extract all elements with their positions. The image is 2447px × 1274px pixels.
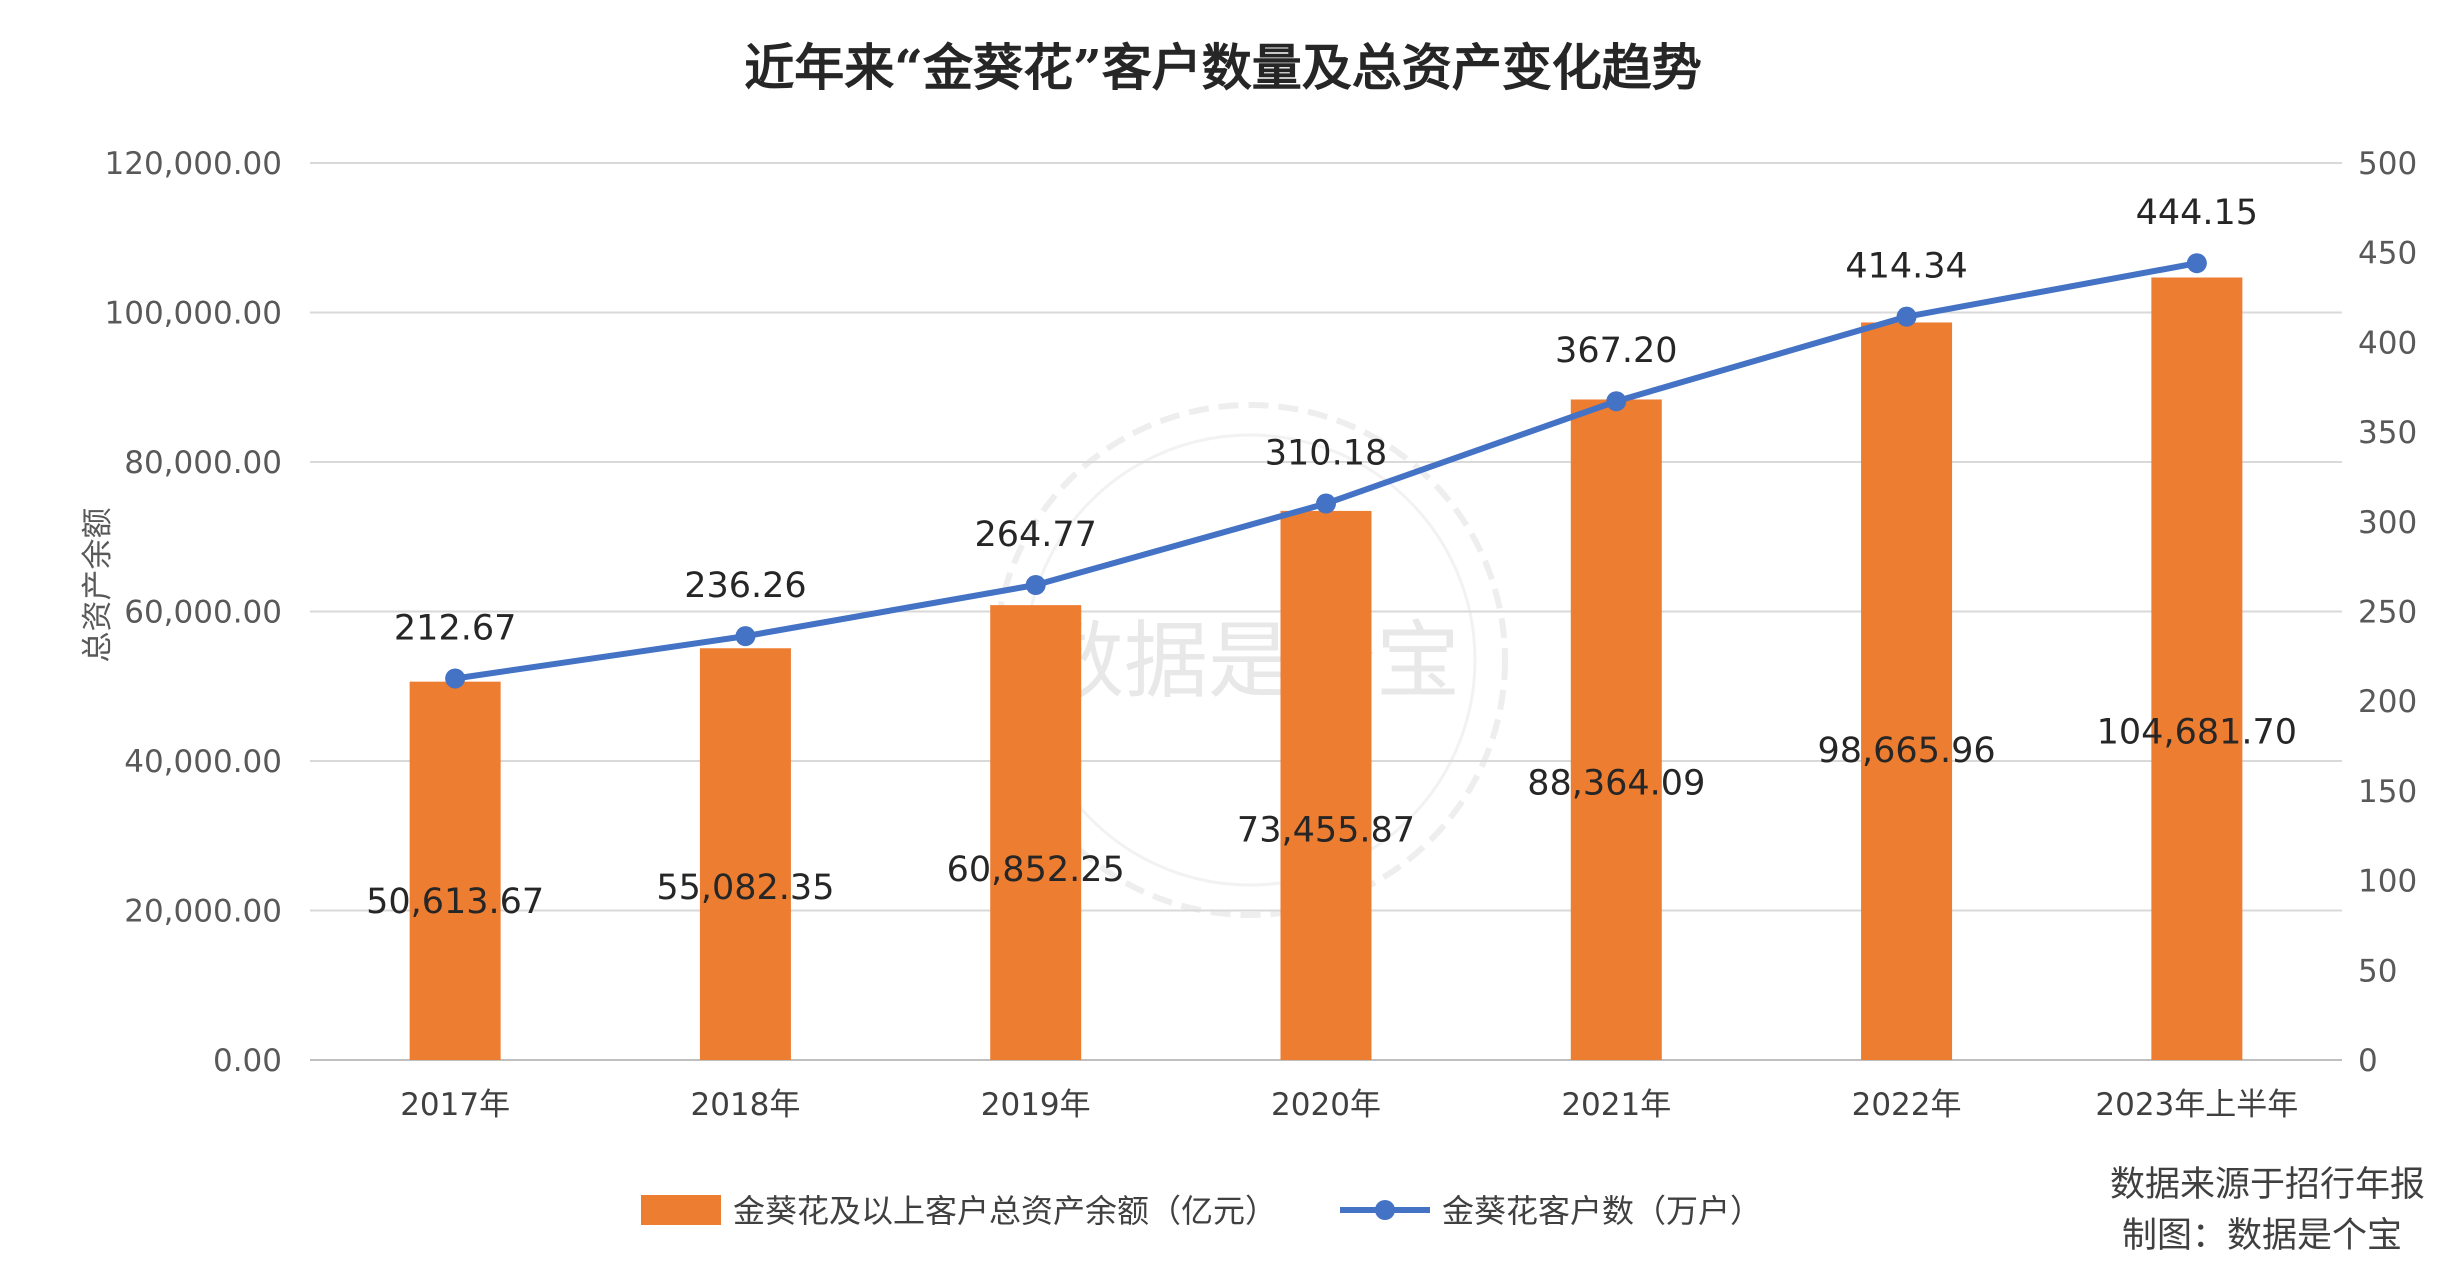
x-axis-tick-label: 2023年上半年	[2095, 1087, 2298, 1123]
right-axis-tick-label: 450	[2358, 236, 2417, 272]
right-axis-tick-label: 250	[2358, 595, 2417, 631]
x-axis: 2017年 2018年 2019年 2020年 2021年 2022年 2023年上半年	[400, 1087, 2298, 1123]
line-data-labels: 212.67 236.26 264.77 310.18 367.20 414.34 444.…	[394, 193, 2258, 648]
bar-data-label: 98,665.96	[1818, 731, 1996, 771]
line-data-label: 236.26	[684, 566, 806, 606]
bar-data-label: 104,681.70	[2097, 712, 2297, 752]
left-axis-tick-label: 60,000.00	[124, 595, 282, 631]
right-axis-tick-label: 100	[2358, 864, 2417, 900]
line-point	[1896, 306, 1917, 327]
bar	[2151, 277, 2243, 1061]
legend-bar-label: 金葵花及以上客户总资产余额（亿元）	[733, 1192, 1277, 1230]
left-axis: 0.00 20,000.00 40,000.00 60,000.00 80,000.00…	[105, 146, 283, 1079]
bar-data-label: 60,852.25	[947, 850, 1125, 890]
line-data-label: 444.15	[2136, 193, 2258, 233]
y-axis-title: 总资产余额	[80, 508, 116, 663]
x-axis-tick-label: 2017年	[400, 1087, 510, 1123]
bar	[1280, 510, 1372, 1060]
bar-data-label: 73,455.87	[1237, 810, 1415, 850]
left-axis-tick-label: 20,000.00	[124, 894, 282, 930]
bar-data-label: 88,364.09	[1527, 764, 1705, 804]
legend: 金葵花及以上客户总资产余额（亿元） 金葵花客户数（万户）	[641, 1192, 1762, 1230]
line-data-label: 310.18	[1265, 434, 1387, 474]
left-axis-tick-label: 100,000.00	[105, 296, 283, 332]
bar	[1861, 322, 1953, 1061]
bar-data-label: 50,613.67	[366, 882, 544, 922]
chart-credit: 制图：数据是个宝	[2122, 1216, 2402, 1256]
source-note: 数据来源于招行年报	[2110, 1165, 2425, 1205]
line-point	[1025, 575, 1046, 596]
right-axis-tick-label: 300	[2358, 505, 2417, 541]
right-axis-tick-label: 400	[2358, 325, 2417, 361]
legend-line-marker	[1375, 1200, 1395, 1220]
legend-bar-swatch	[641, 1195, 721, 1225]
line-point	[2186, 253, 2207, 274]
left-axis-tick-label: 40,000.00	[124, 744, 282, 780]
right-axis-tick-label: 500	[2358, 146, 2417, 182]
line-data-label: 264.77	[974, 515, 1096, 555]
right-axis-tick-label: 0	[2358, 1043, 2378, 1079]
right-axis-tick-label: 50	[2358, 953, 2397, 989]
line-point	[445, 668, 466, 689]
line-series	[445, 253, 2207, 689]
legend-line-label: 金葵花客户数（万户）	[1442, 1192, 1762, 1230]
x-axis-tick-label: 2022年	[1852, 1087, 1962, 1123]
right-axis-tick-label: 350	[2358, 415, 2417, 451]
bar-series	[409, 277, 2243, 1061]
line-point	[735, 626, 756, 647]
bar	[990, 605, 1082, 1060]
bar	[699, 648, 791, 1060]
right-axis-tick-label: 150	[2358, 774, 2417, 810]
x-axis-tick-label: 2018年	[690, 1087, 800, 1123]
line-data-label: 367.20	[1555, 331, 1677, 371]
bar-data-label: 55,082.35	[656, 868, 834, 908]
line-data-label: 212.67	[394, 608, 516, 648]
x-axis-tick-label: 2021年	[1561, 1087, 1671, 1123]
line-data-label: 414.34	[1845, 247, 1967, 287]
bar	[409, 681, 501, 1060]
left-axis-tick-label: 120,000.00	[105, 146, 283, 182]
line-point	[1606, 391, 1627, 412]
x-axis-tick-label: 2020年	[1271, 1087, 1381, 1123]
right-axis-tick-label: 200	[2358, 684, 2417, 720]
chart-title: 近年来“金葵花”客户数量及总资产变化趋势	[744, 38, 1702, 97]
left-axis-tick-label: 80,000.00	[124, 445, 282, 481]
bar-data-labels: 50,613.67 55,082.35 60,852.25 73,455.87 88,3…	[366, 712, 2297, 922]
watermark: 数据是个宝	[992, 402, 1508, 918]
bar	[1570, 399, 1662, 1061]
x-axis-tick-label: 2019年	[981, 1087, 1091, 1123]
watermark-text: 数据是个宝	[1040, 612, 1460, 710]
right-axis: 0 50 100 150 200 250 300 350 400 450 500	[2358, 146, 2417, 1079]
watermark-ring-outer	[992, 402, 1508, 918]
line-point	[1316, 493, 1336, 514]
left-axis-tick-label: 0.00	[213, 1043, 282, 1079]
